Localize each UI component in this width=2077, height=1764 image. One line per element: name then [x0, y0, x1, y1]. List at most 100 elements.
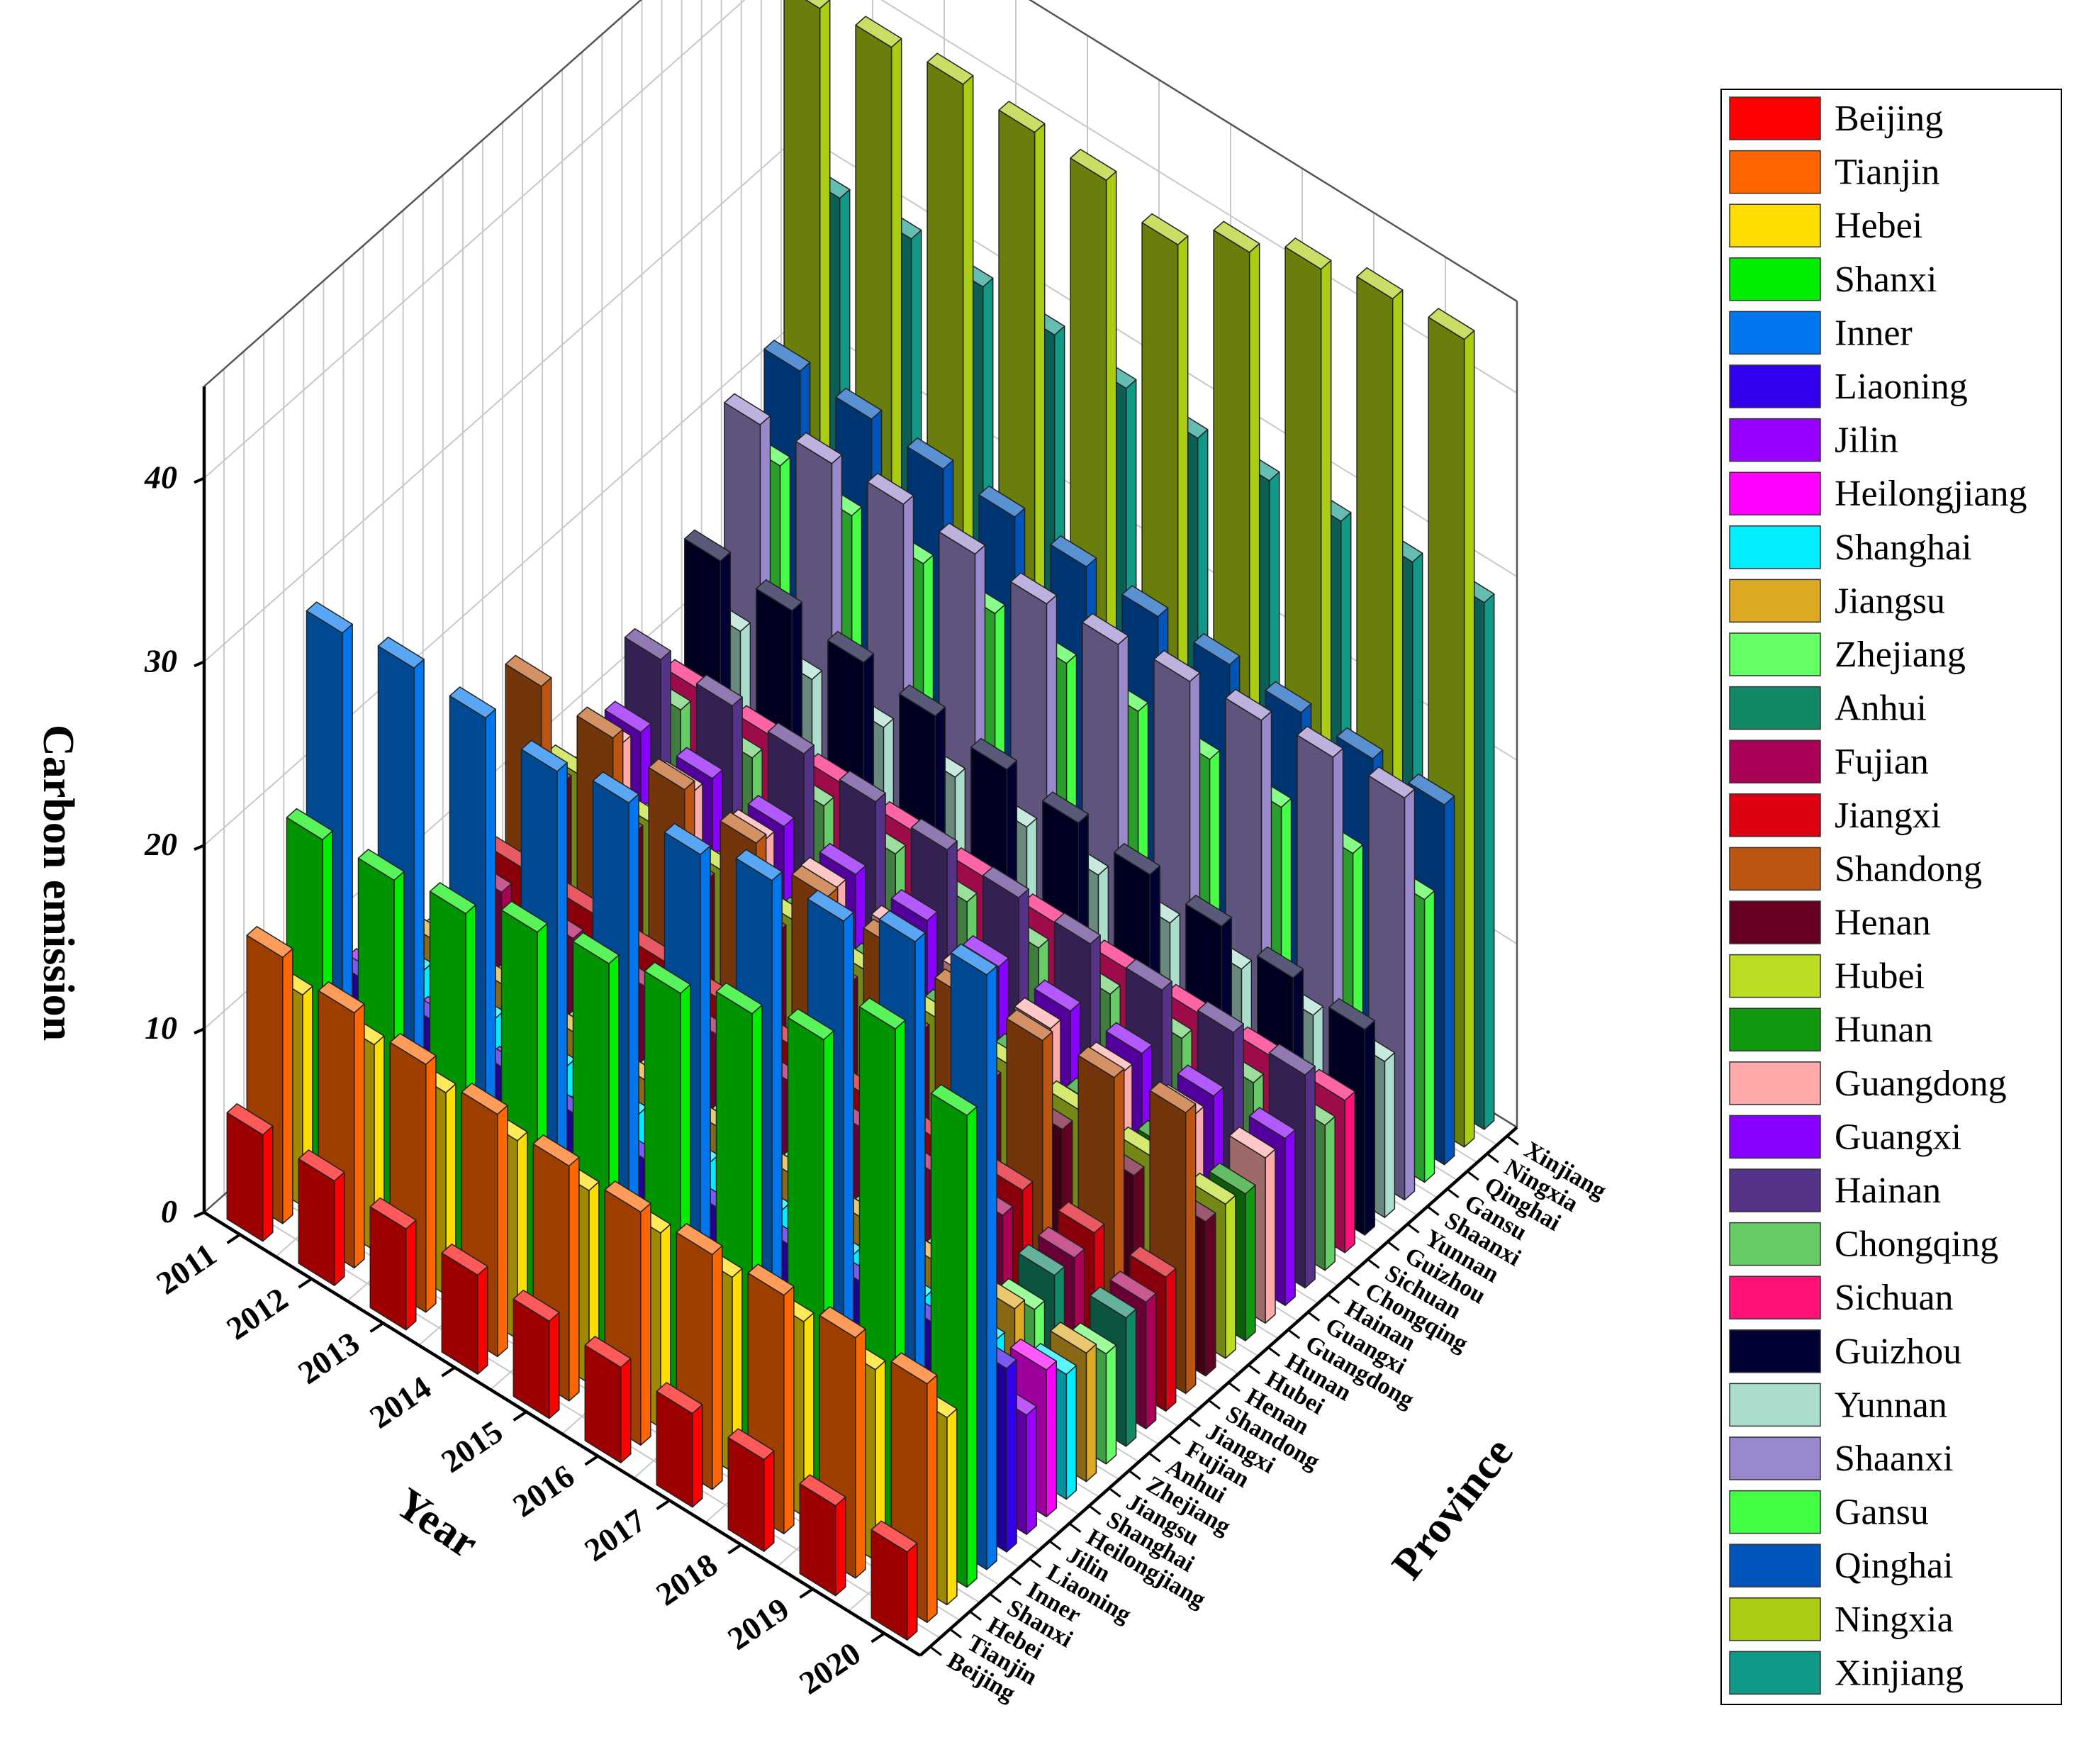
legend-items: Beijing Tianjin Hebei Shanxi Inner Liaoning Ji…	[1729, 96, 2027, 1695]
x-tick	[584, 1455, 599, 1466]
bar-top-face	[926, 52, 974, 85]
bar-beijing-2014	[441, 1243, 488, 1375]
bar-top-face	[604, 700, 651, 733]
bar-top-face	[890, 1352, 938, 1385]
bar-top-face	[795, 432, 843, 464]
z-tick	[949, 1628, 962, 1639]
bar-top-face	[819, 1306, 866, 1339]
bar-top-face	[1265, 681, 1312, 713]
legend-swatch	[1729, 1275, 1821, 1319]
bar-beijing-2012	[298, 1149, 345, 1286]
y-tick	[194, 476, 205, 484]
bar-front-face	[1205, 1212, 1216, 1377]
z-tick	[1367, 1258, 1380, 1269]
bar-top-face	[648, 758, 695, 791]
legend: Beijing Tianjin Hebei Shanxi Inner Liaoning Ji…	[1720, 89, 2062, 1705]
legend-label: Tianjin	[1835, 152, 1939, 193]
legend-item: Heilongjiang	[1729, 471, 2027, 515]
legend-label: Shandong	[1835, 849, 1982, 889]
legend-swatch	[1729, 793, 1821, 837]
bar-top-face	[727, 1428, 775, 1461]
bar-top-face	[532, 1134, 580, 1167]
bar-top-face	[1129, 1245, 1177, 1278]
legend-item: Xinjiang	[1729, 1651, 1964, 1695]
bar-top-face	[676, 1223, 723, 1256]
bar-front-face	[640, 1202, 651, 1446]
bar-front-face	[1324, 1115, 1336, 1271]
legend-item: Shaanxi	[1729, 1436, 1954, 1480]
bar-top-face	[461, 1083, 508, 1115]
bar-front-face	[1344, 1090, 1356, 1254]
bar-top-face	[1428, 308, 1475, 340]
z-tick	[1208, 1399, 1221, 1410]
x-tick	[369, 1322, 384, 1333]
z-tick	[1486, 1153, 1499, 1163]
legend-swatch	[1729, 1651, 1821, 1695]
x-tick-label: 2014	[363, 1369, 437, 1436]
bar-top-face	[1177, 1064, 1224, 1097]
legend-item: Jiangsu	[1729, 579, 1945, 623]
legend-item: Hainan	[1729, 1168, 1941, 1212]
bar-top-face	[644, 961, 691, 994]
bar-top-face	[1121, 585, 1169, 618]
bar-top-face	[1077, 1046, 1125, 1078]
bar-top-face	[1125, 958, 1172, 991]
z-tick	[1327, 1293, 1340, 1305]
legend-item: Guangdong	[1729, 1061, 2007, 1105]
legend-swatch	[1729, 418, 1821, 462]
legend-item: Chongqing	[1729, 1222, 1998, 1266]
bar-front-face	[1145, 1293, 1157, 1429]
bar-top-face	[962, 935, 1009, 968]
bar-top-face	[907, 437, 954, 470]
legend-item: Jiangxi	[1729, 793, 1941, 837]
bar-front-face	[763, 1450, 775, 1552]
legend-swatch	[1729, 1490, 1821, 1534]
legend-label: Zhejiang	[1835, 635, 1966, 675]
bar-beijing-2013	[369, 1197, 417, 1331]
legend-item: Henan	[1729, 900, 1931, 944]
legend-label: Heilongjiang	[1835, 474, 2027, 514]
legend-label: Shanghai	[1835, 527, 1972, 568]
legend-swatch	[1729, 1597, 1821, 1641]
legend-swatch	[1729, 1544, 1821, 1587]
z-tick	[1148, 1452, 1161, 1463]
y-axis-title: Carbon emission	[34, 725, 82, 1041]
y-tick-label: 0	[161, 1193, 177, 1229]
y-tick-label: 10	[145, 1010, 177, 1046]
x-tick-label: 2012	[220, 1280, 294, 1347]
legend-item: Fujian	[1729, 739, 1929, 783]
bar-top-face	[1189, 1172, 1236, 1205]
legend-swatch	[1729, 1329, 1821, 1373]
bar-top-face	[799, 1474, 846, 1507]
x-tick	[441, 1366, 456, 1378]
bar-top-face	[684, 529, 732, 562]
legend-swatch	[1729, 1115, 1821, 1159]
bar-front-face	[1443, 796, 1455, 1166]
legend-item: Zhejiang	[1729, 632, 1966, 676]
legend-label: Ningxia	[1835, 1600, 1954, 1640]
legend-swatch	[1729, 686, 1821, 730]
bar-top-face	[807, 889, 854, 922]
bar-top-face	[318, 981, 365, 1014]
bar-top-face	[910, 818, 958, 851]
bar-front-face	[1165, 1268, 1177, 1412]
legend-swatch	[1729, 471, 1821, 515]
bar-beijing-2020	[870, 1520, 918, 1641]
legend-item: Inner	[1729, 311, 1913, 355]
bar-top-face	[756, 579, 803, 612]
legend-item: Ningxia	[1729, 1597, 1954, 1641]
x-tick-label: 2017	[578, 1502, 652, 1568]
bar-top-face	[939, 523, 986, 555]
axis-layer	[194, 386, 1519, 1657]
x-tick-label: 2011	[150, 1236, 223, 1301]
bar-top-face	[1014, 997, 1061, 1029]
bar-front-face	[1185, 1103, 1197, 1395]
bar-front-face	[1026, 1405, 1037, 1535]
bar-top-face	[787, 1008, 834, 1041]
bar-top-face	[664, 822, 711, 856]
x-tick-label: 2013	[291, 1324, 366, 1391]
bar-front-face	[1304, 1066, 1316, 1289]
x-tick	[513, 1410, 527, 1422]
z-tick	[1188, 1417, 1201, 1427]
bar-front-face	[1245, 1184, 1256, 1341]
